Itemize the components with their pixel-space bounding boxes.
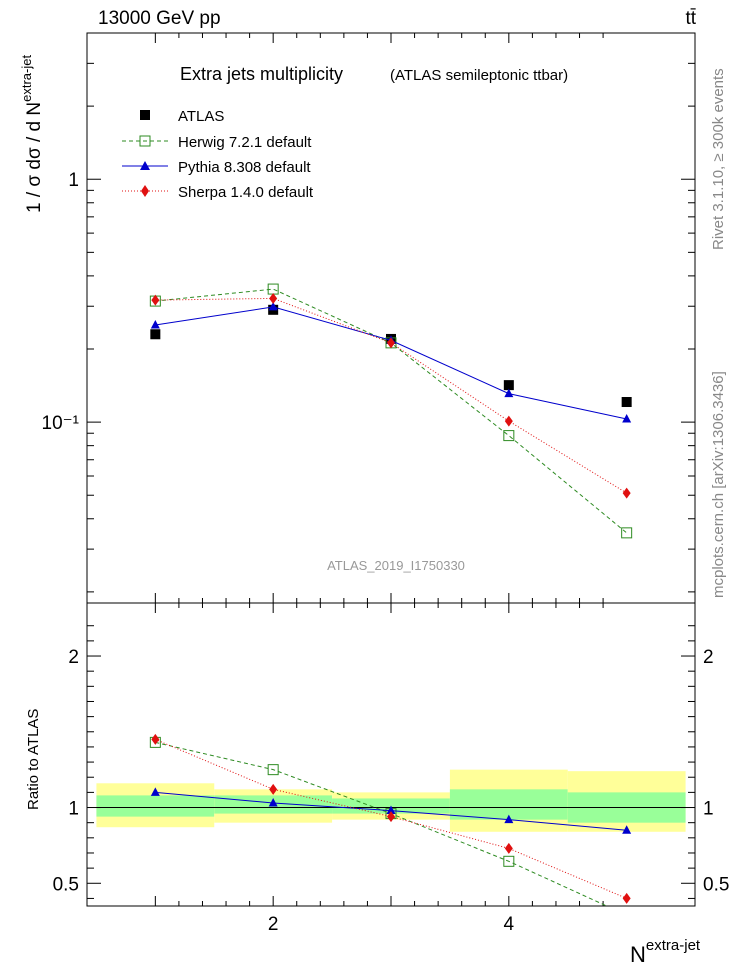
x-axis-label-text: N <box>630 942 646 967</box>
ratio-band-inner <box>449 789 568 820</box>
main-line-pythia <box>155 306 627 420</box>
ratio-point-pythia <box>622 825 632 834</box>
ratio-point-sherpa <box>269 783 278 795</box>
rivet-note: Rivet 3.1.10, ≥ 300k events <box>710 68 727 250</box>
legend-label-sherpa: Sherpa 1.4.0 default <box>178 184 314 201</box>
main-point-pythia <box>504 388 514 398</box>
ratio-point-pythia <box>268 797 278 807</box>
main-point-atlas <box>621 397 632 408</box>
process-label: tt̄ <box>685 8 696 29</box>
ratio-y-tick-label: 1 <box>68 799 79 820</box>
legend-label-atlas: ATLAS <box>178 108 224 125</box>
ratio-point-sherpa <box>622 892 631 904</box>
ratio-point-pythia <box>504 814 514 824</box>
legend-marker-herwig <box>139 135 151 147</box>
ratio-band-inner <box>96 795 215 817</box>
main-point-sherpa <box>269 292 278 304</box>
main-point-pythia <box>150 320 160 329</box>
legend-marker-sherpa <box>141 185 149 197</box>
main-y-axis-label: 1 / σ dσ / d Nextra-jet <box>19 55 45 213</box>
legend-marker-atlas <box>140 110 150 120</box>
ratio-point-pythia <box>386 805 396 815</box>
main-point-atlas <box>150 329 161 340</box>
main-y-axis-label-text: 1 / σ dσ / d N <box>24 102 45 213</box>
main-point-herwig <box>503 430 515 442</box>
main-point-sherpa <box>622 487 631 499</box>
main-point-sherpa <box>151 294 160 306</box>
ratio-point-pythia <box>150 787 160 796</box>
mcplots-note: mcplots.cern.ch [arXiv:1306.3436] <box>710 371 727 598</box>
ratio-y-tick-label-right: 1 <box>703 799 714 820</box>
x-axis-label-sup: extra-jet <box>646 937 701 954</box>
ratio-y-tick-label-right: 0.5 <box>703 874 729 895</box>
main-y-axis-label-sup: extra-jet <box>19 55 34 102</box>
x-tick-label: 4 <box>504 914 515 935</box>
ratio-y-tick-label: 2 <box>68 647 79 668</box>
main-point-herwig <box>621 527 633 539</box>
legend-label-pythia: Pythia 8.308 default <box>178 159 311 176</box>
legend: ATLAS Herwig 7.2.1 default Pythia 8.308 … <box>122 108 314 201</box>
main-point-atlas <box>503 380 514 391</box>
chart-subtitle: (ATLAS semileptonic ttbar) <box>390 67 568 84</box>
ratio-panel-frame <box>86 602 696 907</box>
main-y-tick-label: 1 <box>68 170 79 191</box>
main-line-sherpa <box>155 297 627 494</box>
ratio-point-sherpa <box>387 811 395 823</box>
main-point-sherpa <box>387 337 395 349</box>
legend-label-herwig: Herwig 7.2.1 default <box>178 134 312 151</box>
ratio-y-tick-label-right: 2 <box>703 647 714 668</box>
ratio-point-sherpa <box>504 842 513 854</box>
main-y-tick-label: 10⁻¹ <box>42 413 80 434</box>
legend-marker-pythia <box>140 161 150 170</box>
ratio-point-sherpa <box>151 733 160 745</box>
ratio-point-herwig <box>503 855 515 867</box>
main-line-herwig <box>155 288 628 534</box>
ratio-point-herwig <box>267 764 279 776</box>
energy-label: 13000 GeV pp <box>98 8 221 29</box>
chart-title: Extra jets multiplicity <box>180 64 343 84</box>
analysis-watermark: ATLAS_2019_I1750330 <box>327 558 465 573</box>
ratio-y-tick-label: 0.5 <box>53 874 79 895</box>
x-axis-label: Nextra-jet <box>630 937 701 967</box>
ratio-y-axis-label: Ratio to ATLAS <box>25 709 42 810</box>
main-point-sherpa <box>504 415 513 427</box>
main-point-pythia <box>268 301 278 311</box>
main-point-pythia <box>622 413 632 423</box>
x-tick-label: 2 <box>268 914 279 935</box>
